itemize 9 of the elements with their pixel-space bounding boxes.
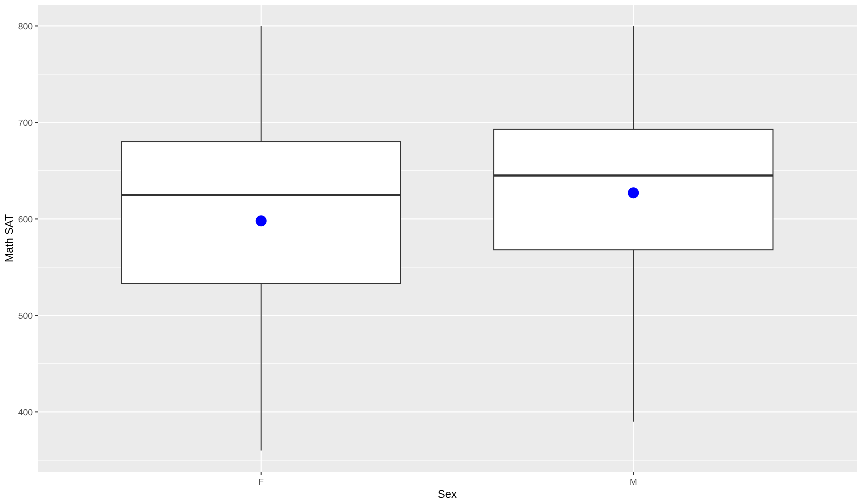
x-tick-label: M	[630, 477, 638, 487]
y-tick-label: 800	[18, 21, 34, 32]
y-tick-label: 600	[18, 214, 34, 224]
y-axis-title: Math SAT	[4, 214, 16, 263]
y-tick-label: 700	[18, 118, 34, 128]
x-axis-title: Sex	[438, 489, 458, 501]
y-tick-label: 400	[18, 407, 34, 418]
y-tick-label: 500	[18, 310, 34, 321]
x-tick-label: F	[258, 477, 265, 487]
